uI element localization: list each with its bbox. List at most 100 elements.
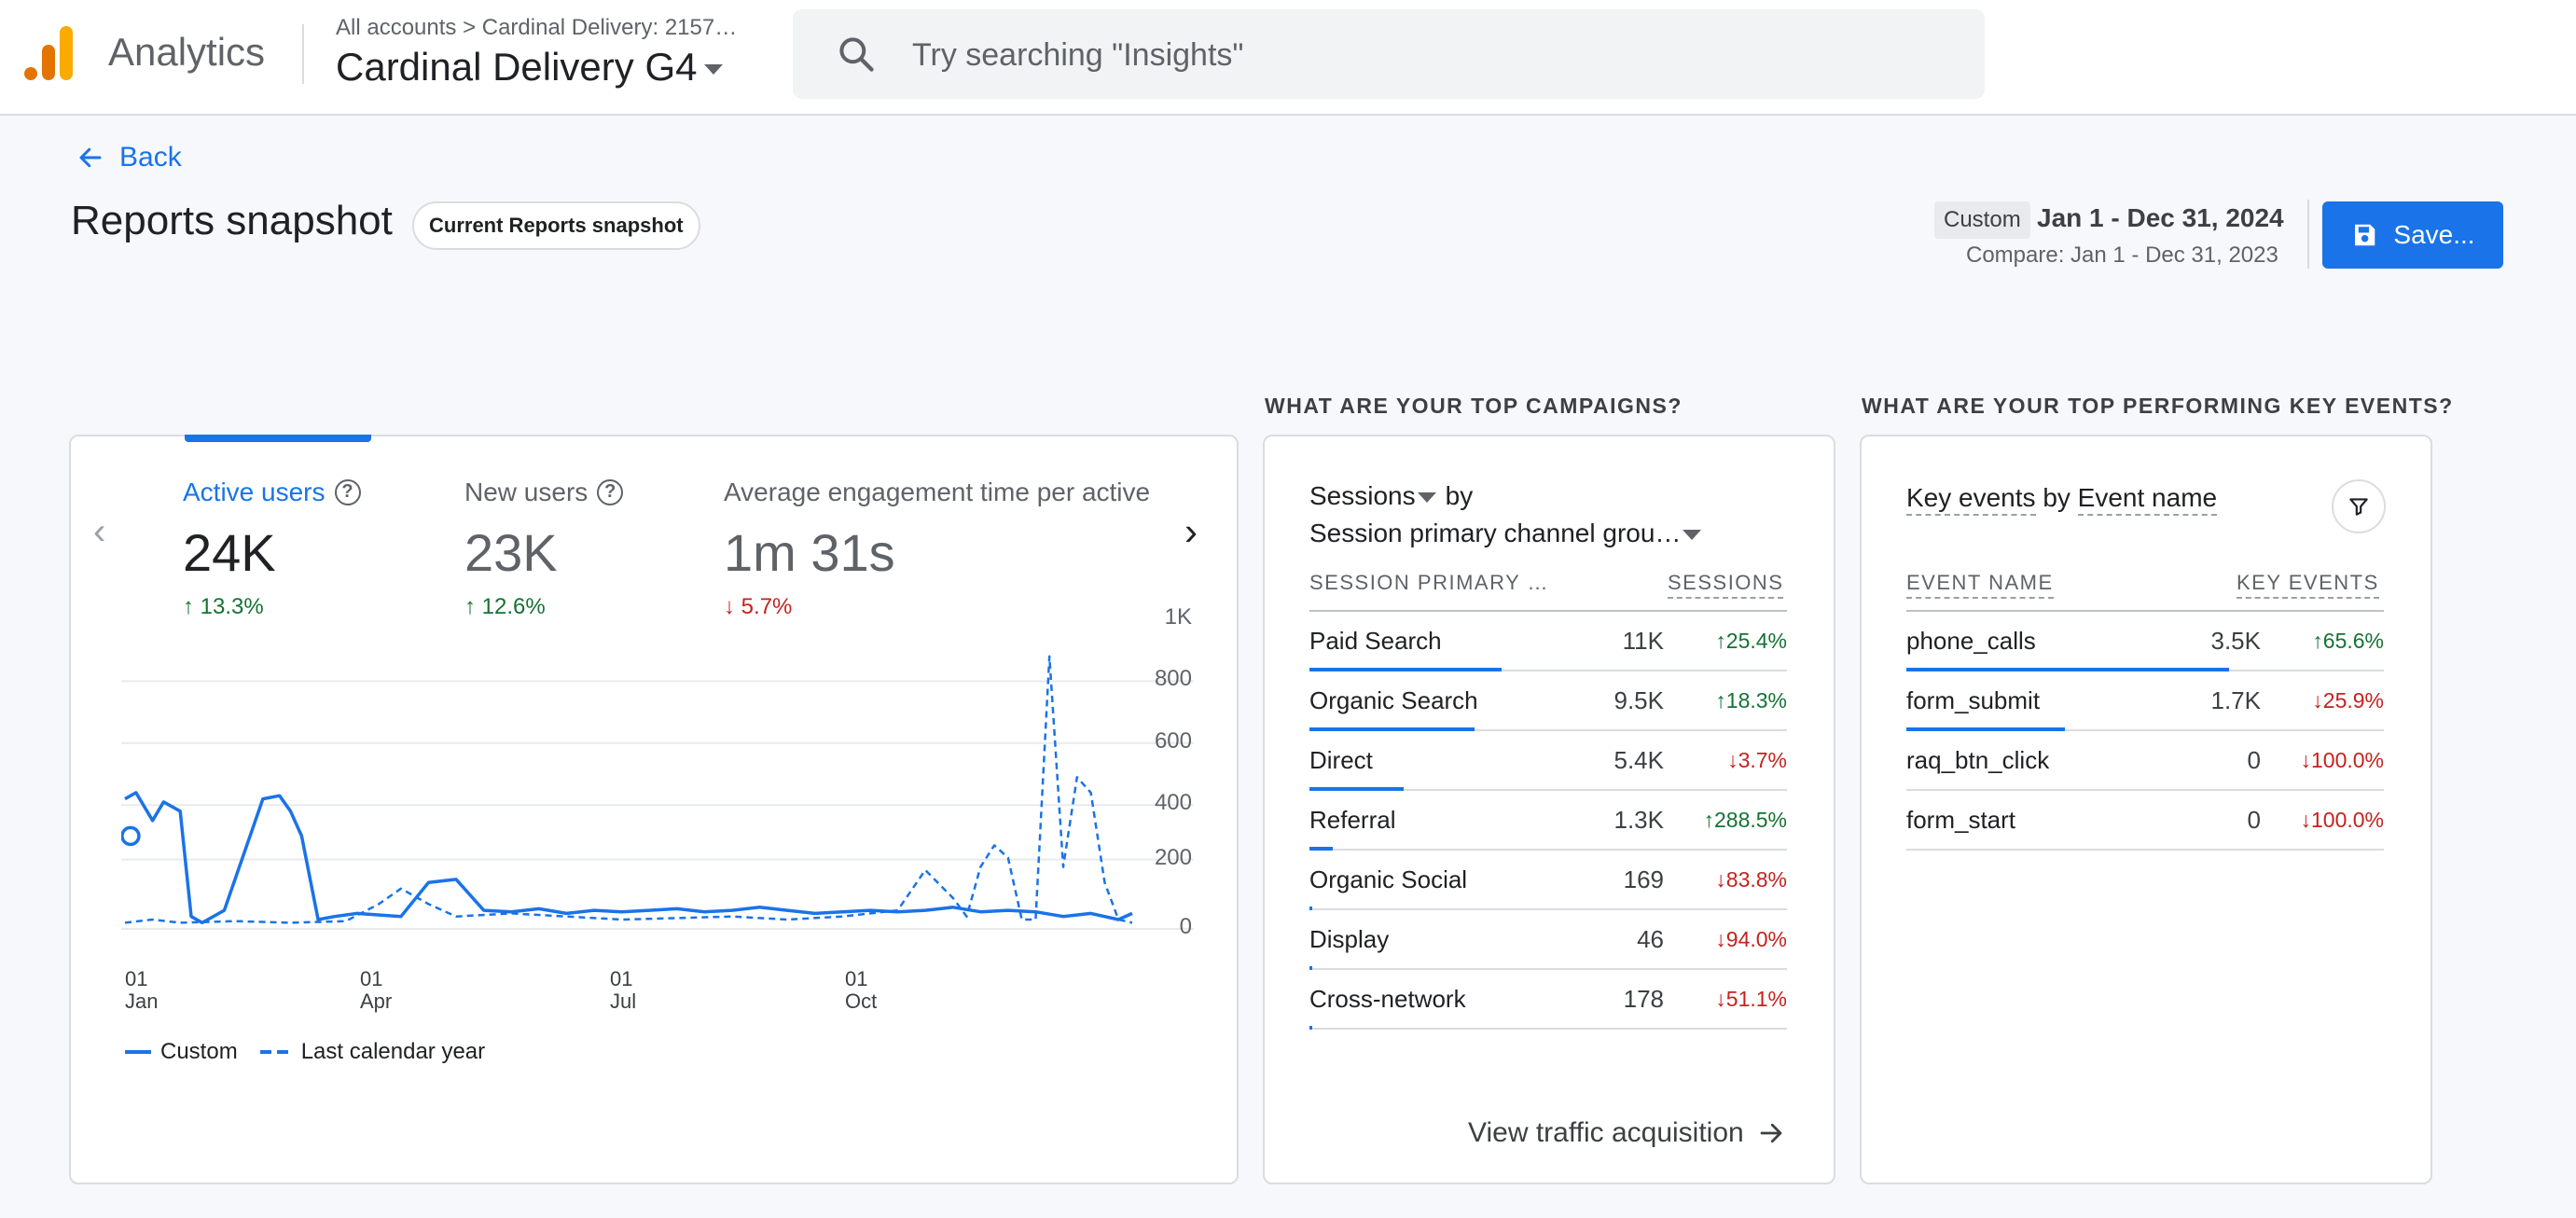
x-tick-label: 01 Jul — [610, 967, 637, 1013]
series-line-dashed[interactable] — [124, 655, 1133, 924]
row-share-bar — [1309, 668, 1502, 671]
row-share-bar — [1309, 966, 1312, 970]
date-custom-label[interactable]: Custom — [1934, 201, 2030, 239]
compare-range[interactable]: Compare: Jan 1 - Dec 31, 2023 — [1966, 242, 2278, 268]
metric-selector[interactable]: Sessions — [1309, 481, 1416, 510]
save-icon — [2355, 224, 2375, 246]
row-share-bar — [1309, 727, 1475, 731]
filter-button[interactable] — [2332, 479, 2386, 533]
row-divider — [1309, 908, 1787, 910]
metric-delta: ↓ 5.7% — [724, 594, 1170, 620]
row-divider — [1309, 968, 1787, 970]
row-label[interactable]: Direct — [1309, 746, 1373, 774]
section-title-campaigns: WHAT ARE YOUR TOP CAMPAIGNS? — [1265, 394, 1683, 418]
column-header-dimension[interactable]: SESSION PRIMARY … — [1309, 571, 1549, 594]
row-label[interactable]: form_submit — [1906, 686, 2041, 714]
key-events-dimension[interactable]: Event name — [2077, 483, 2218, 516]
property-selector[interactable]: Cardinal Delivery G4 — [336, 45, 724, 90]
save-label: Save... — [2393, 220, 2475, 249]
search-bar[interactable] — [793, 9, 1985, 99]
account-breadcrumb[interactable]: All accounts > Cardinal Delivery: 2157… — [336, 15, 738, 40]
back-link[interactable]: Back — [76, 142, 182, 173]
help-icon[interactable]: ? — [597, 479, 624, 505]
search-input[interactable] — [910, 28, 1940, 82]
app-name: Analytics — [108, 30, 266, 74]
y-tick-label: 400 — [1154, 790, 1192, 816]
delta-value: 13.3% — [200, 594, 264, 619]
row-share-bar — [1309, 847, 1333, 851]
save-button[interactable]: Save... — [2322, 201, 2503, 269]
row-value: 0 — [2247, 746, 2261, 774]
metric-value: 24K — [183, 523, 276, 582]
delta-value: 5.7% — [741, 594, 793, 619]
section-title-key-events: WHAT ARE YOUR TOP PERFORMING KEY EVENTS? — [1862, 394, 2454, 418]
row-delta: ↑18.3% — [1715, 688, 1787, 713]
y-tick-label: 0 — [1179, 914, 1192, 939]
data-point-marker[interactable] — [121, 825, 141, 847]
row-share-bar — [1309, 1026, 1312, 1030]
row-value: 169 — [1623, 865, 1664, 893]
report-chip[interactable]: Current Reports snapshot — [412, 201, 700, 250]
delta-value: 12.6% — [481, 594, 546, 619]
selected-tab-indicator — [185, 435, 371, 442]
row-label[interactable]: phone_calls — [1906, 627, 2036, 655]
metric-delta: ↑ 12.6% — [464, 594, 623, 620]
x-tick-label: 01 Oct — [845, 967, 878, 1013]
metric-label: Active users — [183, 478, 325, 506]
dimension-selector[interactable]: Session primary channel grou… — [1309, 519, 1702, 548]
row-delta: ↓51.1% — [1715, 987, 1787, 1011]
divider — [2307, 200, 2309, 269]
row-label[interactable]: Display — [1309, 925, 1390, 953]
metric-avg-engagement[interactable]: Average engagement time per active 1m 31… — [724, 478, 1170, 620]
view-traffic-acquisition-link[interactable]: View traffic acquisition — [1468, 1117, 1785, 1149]
arrow-down-icon: ↓ — [724, 594, 741, 619]
legend-dashed-swatch — [259, 1050, 292, 1054]
dimension-label: Session primary channel grou… — [1309, 519, 1682, 547]
line-chart[interactable] — [121, 625, 1203, 961]
row-value: 1.3K — [1613, 806, 1665, 834]
chevron-down-icon[interactable] — [1417, 492, 1436, 504]
date-range[interactable]: Jan 1 - Dec 31, 2024 — [2037, 203, 2284, 232]
row-divider — [1906, 729, 2384, 731]
arrow-right-icon — [1760, 1123, 1782, 1143]
series-line-solid[interactable] — [124, 791, 1133, 925]
row-divider — [1906, 849, 2384, 851]
campaigns-card — [1263, 435, 1835, 1184]
legend-previous: Last calendar year — [300, 1039, 486, 1064]
by-label: by — [2043, 483, 2070, 512]
row-divider — [1309, 670, 1787, 671]
row-label[interactable]: Referral — [1309, 806, 1396, 834]
chevron-right-icon[interactable]: › — [1184, 509, 1198, 553]
row-label[interactable]: Organic Social — [1309, 865, 1468, 893]
help-icon[interactable]: ? — [334, 479, 361, 505]
row-share-bar — [1309, 787, 1404, 791]
row-delta: ↓25.9% — [2312, 688, 2384, 713]
arrow-left-icon — [79, 147, 102, 168]
column-header-sessions[interactable]: SESSIONS — [1668, 571, 1784, 599]
analytics-logo[interactable] — [24, 26, 75, 80]
y-tick-label: 200 — [1154, 844, 1192, 870]
row-label[interactable]: Paid Search — [1309, 627, 1442, 655]
metric-active-users[interactable]: Active users? 24K ↑ 13.3% — [183, 478, 361, 620]
key-events-metric[interactable]: Key events — [1906, 483, 2036, 516]
column-header-key-events[interactable]: KEY EVENTS — [2237, 571, 2379, 599]
row-label[interactable]: Organic Search — [1309, 686, 1478, 714]
column-header-event-name[interactable]: EVENT NAME — [1906, 571, 2054, 599]
row-divider — [1309, 729, 1787, 731]
chevron-left-icon[interactable]: ‹ — [93, 511, 106, 552]
row-label[interactable]: form_start — [1906, 806, 2016, 834]
view-link-label: View traffic acquisition — [1468, 1117, 1744, 1148]
y-tick-label: 600 — [1154, 727, 1192, 754]
search-icon — [839, 37, 874, 72]
metric-new-users[interactable]: New users? 23K ↑ 12.6% — [464, 478, 624, 620]
row-label[interactable]: raq_btn_click — [1906, 746, 2050, 774]
row-value: 178 — [1623, 985, 1664, 1013]
filter-icon — [2349, 498, 2368, 516]
row-label[interactable]: Cross-network — [1309, 985, 1466, 1013]
row-share-bar — [1309, 907, 1312, 910]
page-title: Reports snapshot — [71, 198, 393, 243]
campaigns-metric-row: Sessions by — [1309, 481, 1473, 511]
row-value: 9.5K — [1613, 686, 1665, 714]
row-delta: ↑288.5% — [1703, 808, 1787, 832]
header-divider — [1906, 610, 2384, 612]
